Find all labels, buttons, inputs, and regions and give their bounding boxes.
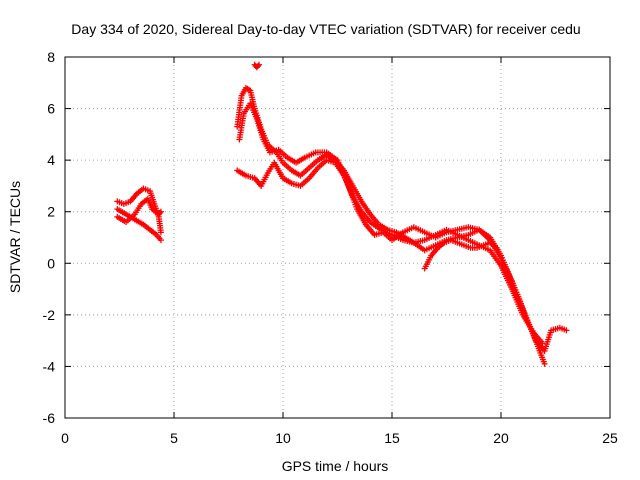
x-tick-label: 0 — [61, 430, 69, 446]
x-tick-label: 10 — [275, 430, 291, 446]
axis-ticks: 0 5 10 15 20 25 -6 -4 -2 0 2 4 6 8 — [43, 49, 618, 446]
y-tick-label: 6 — [47, 101, 55, 117]
x-tick-label: 5 — [170, 430, 178, 446]
y-tick-label: -6 — [43, 410, 56, 426]
x-tick-label: 20 — [493, 430, 509, 446]
y-tick-label: 8 — [47, 49, 55, 65]
data-point-track-g — [493, 244, 500, 251]
plot-area-border — [64, 56, 611, 419]
data-point-track-c — [157, 208, 164, 215]
y-axis-label: SDTVAR / TECUs — [7, 181, 23, 293]
x-tick-label: 25 — [602, 430, 618, 446]
x-axis-label: GPS time / hours — [282, 458, 389, 474]
y-tick-label: -4 — [43, 358, 56, 374]
data-point-track-h — [254, 63, 261, 70]
y-tick-label: 0 — [47, 255, 55, 271]
y-tick-label: 2 — [47, 204, 55, 220]
data-point-track-a — [157, 229, 164, 236]
data-point-track-h — [256, 61, 263, 68]
y-tick-label: 4 — [47, 152, 55, 168]
data-points — [114, 61, 570, 367]
grid-lines — [65, 57, 610, 418]
x-tick-label: 15 — [384, 430, 400, 446]
y-tick-label: -2 — [43, 307, 56, 323]
data-point-track-c — [156, 210, 163, 217]
data-point-track-d — [563, 327, 570, 334]
data-point-track-f — [539, 340, 546, 347]
chart-title: Day 334 of 2020, Sidereal Day-to-day VTE… — [71, 21, 580, 37]
data-point-track-b — [157, 237, 164, 244]
data-point-track-e — [541, 360, 548, 367]
